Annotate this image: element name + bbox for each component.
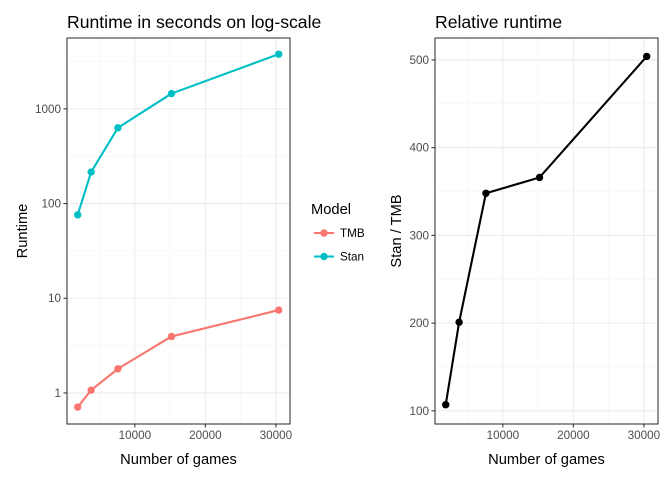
axes: 10000 20000 30000 100 200 300 400 500 xyxy=(409,54,660,442)
legend-title: Model xyxy=(311,202,351,218)
y-tick-label: 10 xyxy=(48,292,62,305)
y-axis-title: Stan / TMB xyxy=(389,194,405,267)
x-tick-label: 20000 xyxy=(189,429,222,442)
y-tick-label: 1000 xyxy=(35,103,62,116)
y-tick-label: 200 xyxy=(409,317,429,330)
tmb-point xyxy=(167,332,176,341)
panel-border xyxy=(434,37,659,425)
series-0-line xyxy=(444,55,648,405)
series-0-point xyxy=(442,401,450,409)
relative-runtime-chart: Relative runtime 10000 20000 30000 100 200 30… xyxy=(389,12,661,468)
grid xyxy=(435,38,658,424)
legend-label-stan: Stan xyxy=(340,251,364,264)
series-0-point xyxy=(482,189,490,197)
y-tick-label: 1 xyxy=(54,387,61,400)
legend: Model TMB Stan xyxy=(311,202,365,264)
runtime-log-chart: Runtime in seconds on log-scale 10000 200… xyxy=(15,12,321,468)
stan-point xyxy=(87,168,95,176)
series-layer xyxy=(442,52,651,409)
tmb-point xyxy=(275,306,283,314)
tmb-point xyxy=(74,403,82,411)
y-tick-label: 100 xyxy=(41,198,61,211)
x-tick-label: 30000 xyxy=(260,429,293,442)
x-tick-label: 10000 xyxy=(487,429,520,442)
y-tick-label: 400 xyxy=(409,142,429,155)
legend-label-tmb: TMB xyxy=(340,227,365,240)
y-tick-label: 100 xyxy=(409,405,429,418)
x-tick-label: 30000 xyxy=(628,429,661,442)
stan-point xyxy=(275,50,283,58)
stan-point xyxy=(74,211,82,219)
legend-entries: TMB Stan xyxy=(314,227,365,264)
series-0-point xyxy=(455,318,463,326)
legend-key-point-stan xyxy=(320,252,328,261)
stan-line xyxy=(76,53,280,216)
grid xyxy=(67,38,290,424)
series-layer xyxy=(74,50,283,411)
panel-border xyxy=(66,37,291,425)
axes: 10000 20000 30000 1 10 100 1000 xyxy=(35,103,293,442)
y-axis-title: Runtime xyxy=(15,204,31,259)
tmb-point xyxy=(87,386,95,394)
stan-point xyxy=(114,124,122,132)
y-tick-label: 300 xyxy=(409,229,429,242)
series-0-point xyxy=(535,173,544,182)
legend-key-point-tmb xyxy=(320,229,328,237)
stan-point xyxy=(167,89,176,98)
chart-title: Relative runtime xyxy=(435,12,562,32)
x-tick-label: 20000 xyxy=(557,429,590,442)
chart-title: Runtime in seconds on log-scale xyxy=(67,12,321,32)
x-axis-title: Number of games xyxy=(488,452,605,468)
tmb-point xyxy=(114,365,122,373)
series-0-point xyxy=(643,52,651,61)
x-tick-label: 10000 xyxy=(119,429,152,442)
x-axis-title: Number of games xyxy=(120,452,237,468)
y-tick-label: 500 xyxy=(409,54,429,67)
